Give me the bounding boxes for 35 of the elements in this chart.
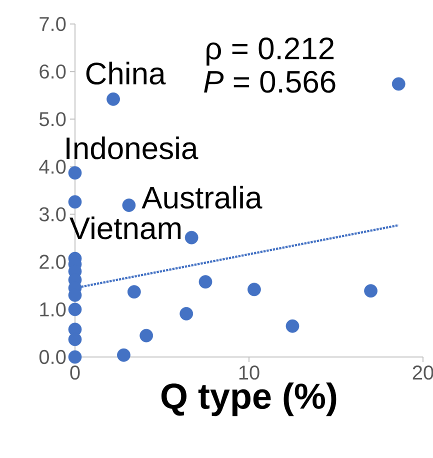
x-tick-label: 10	[239, 366, 260, 380]
point	[184, 230, 198, 244]
annotation: ρ = 0.212	[206, 38, 334, 66]
point	[392, 77, 406, 91]
point	[364, 284, 378, 298]
point	[68, 302, 82, 316]
y-tick-label: 2.0	[40, 254, 66, 269]
y-tick-label: 0.0	[39, 350, 66, 364]
point	[106, 92, 120, 106]
point	[198, 275, 212, 289]
x-axis-title: Q type (%)	[161, 382, 336, 416]
annotation: China	[86, 62, 166, 85]
y-tick-label: 5.0	[39, 112, 66, 126]
point	[286, 319, 300, 333]
point	[117, 348, 130, 362]
y-tick-label: 1.0	[40, 302, 66, 316]
point	[180, 307, 194, 320]
x-tick-label: 0	[70, 366, 80, 380]
annotation: Vietnam	[70, 216, 181, 240]
point	[68, 350, 82, 364]
x-tick-label: 20	[412, 366, 433, 380]
y-tick-label: 4.0	[39, 160, 66, 174]
point	[248, 282, 261, 296]
y-tick-label: 3.0	[39, 207, 66, 222]
annotation: P = 0.566	[204, 70, 336, 93]
y-tick-label: 6.0	[40, 64, 66, 79]
point	[68, 166, 82, 180]
point	[122, 198, 136, 212]
y-tick-label: 7.0	[40, 16, 66, 32]
annotation: Indonesia	[66, 136, 198, 160]
point	[127, 285, 141, 299]
annotation: Australia	[142, 186, 262, 209]
point	[68, 332, 82, 346]
point	[68, 195, 82, 209]
point	[140, 328, 154, 342]
